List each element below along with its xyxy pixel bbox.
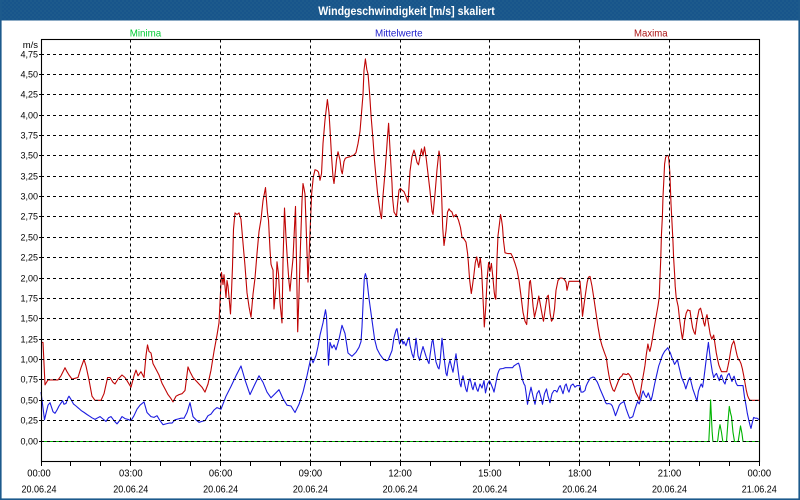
svg-text:09:00: 09:00	[299, 469, 323, 480]
svg-text:2,25: 2,25	[20, 253, 38, 263]
svg-text:2,50: 2,50	[20, 233, 38, 243]
svg-text:Maxima: Maxima	[634, 27, 668, 39]
svg-text:4,75: 4,75	[20, 50, 38, 60]
svg-text:1,25: 1,25	[20, 335, 38, 345]
svg-text:20.06.24: 20.06.24	[652, 485, 687, 496]
svg-text:06:00: 06:00	[209, 469, 233, 480]
svg-text:4,00: 4,00	[20, 111, 38, 121]
svg-text:3,00: 3,00	[20, 192, 38, 202]
svg-text:20.06.24: 20.06.24	[113, 485, 148, 496]
svg-text:4,50: 4,50	[20, 70, 38, 80]
svg-text:m/s: m/s	[23, 40, 39, 51]
svg-text:20.06.24: 20.06.24	[562, 485, 597, 496]
svg-text:03:00: 03:00	[119, 469, 143, 480]
svg-text:3,25: 3,25	[20, 172, 38, 182]
svg-text:20.06.24: 20.06.24	[472, 485, 507, 496]
svg-text:2,00: 2,00	[20, 274, 38, 284]
svg-text:0,50: 0,50	[20, 396, 38, 406]
svg-text:20.06.24: 20.06.24	[22, 485, 57, 496]
svg-text:1,00: 1,00	[20, 355, 38, 365]
svg-text:20.06.24: 20.06.24	[293, 485, 328, 496]
svg-text:Minima: Minima	[130, 27, 162, 39]
svg-text:12:00: 12:00	[388, 469, 412, 480]
svg-text:0,00: 0,00	[20, 437, 38, 447]
svg-text:21:00: 21:00	[658, 469, 682, 480]
svg-text:Windgeschwindigkeit [m/s] skal: Windgeschwindigkeit [m/s] skaliert	[318, 4, 495, 18]
svg-text:18:00: 18:00	[568, 469, 592, 480]
svg-text:1,75: 1,75	[20, 294, 38, 304]
svg-text:21.06.24: 21.06.24	[742, 485, 777, 496]
svg-text:20.06.24: 20.06.24	[203, 485, 238, 496]
svg-text:2,75: 2,75	[20, 212, 38, 222]
svg-text:00:00: 00:00	[748, 469, 772, 480]
svg-text:20.06.24: 20.06.24	[383, 485, 418, 496]
svg-text:1,50: 1,50	[20, 314, 38, 324]
svg-text:15:00: 15:00	[478, 469, 502, 480]
svg-text:Mittelwerte: Mittelwerte	[375, 27, 423, 39]
svg-text:00:00: 00:00	[27, 469, 51, 480]
svg-text:3,75: 3,75	[20, 131, 38, 141]
svg-text:0,75: 0,75	[20, 375, 38, 385]
svg-text:0,25: 0,25	[20, 416, 38, 426]
svg-text:4,25: 4,25	[20, 90, 38, 100]
svg-text:3,50: 3,50	[20, 151, 38, 161]
